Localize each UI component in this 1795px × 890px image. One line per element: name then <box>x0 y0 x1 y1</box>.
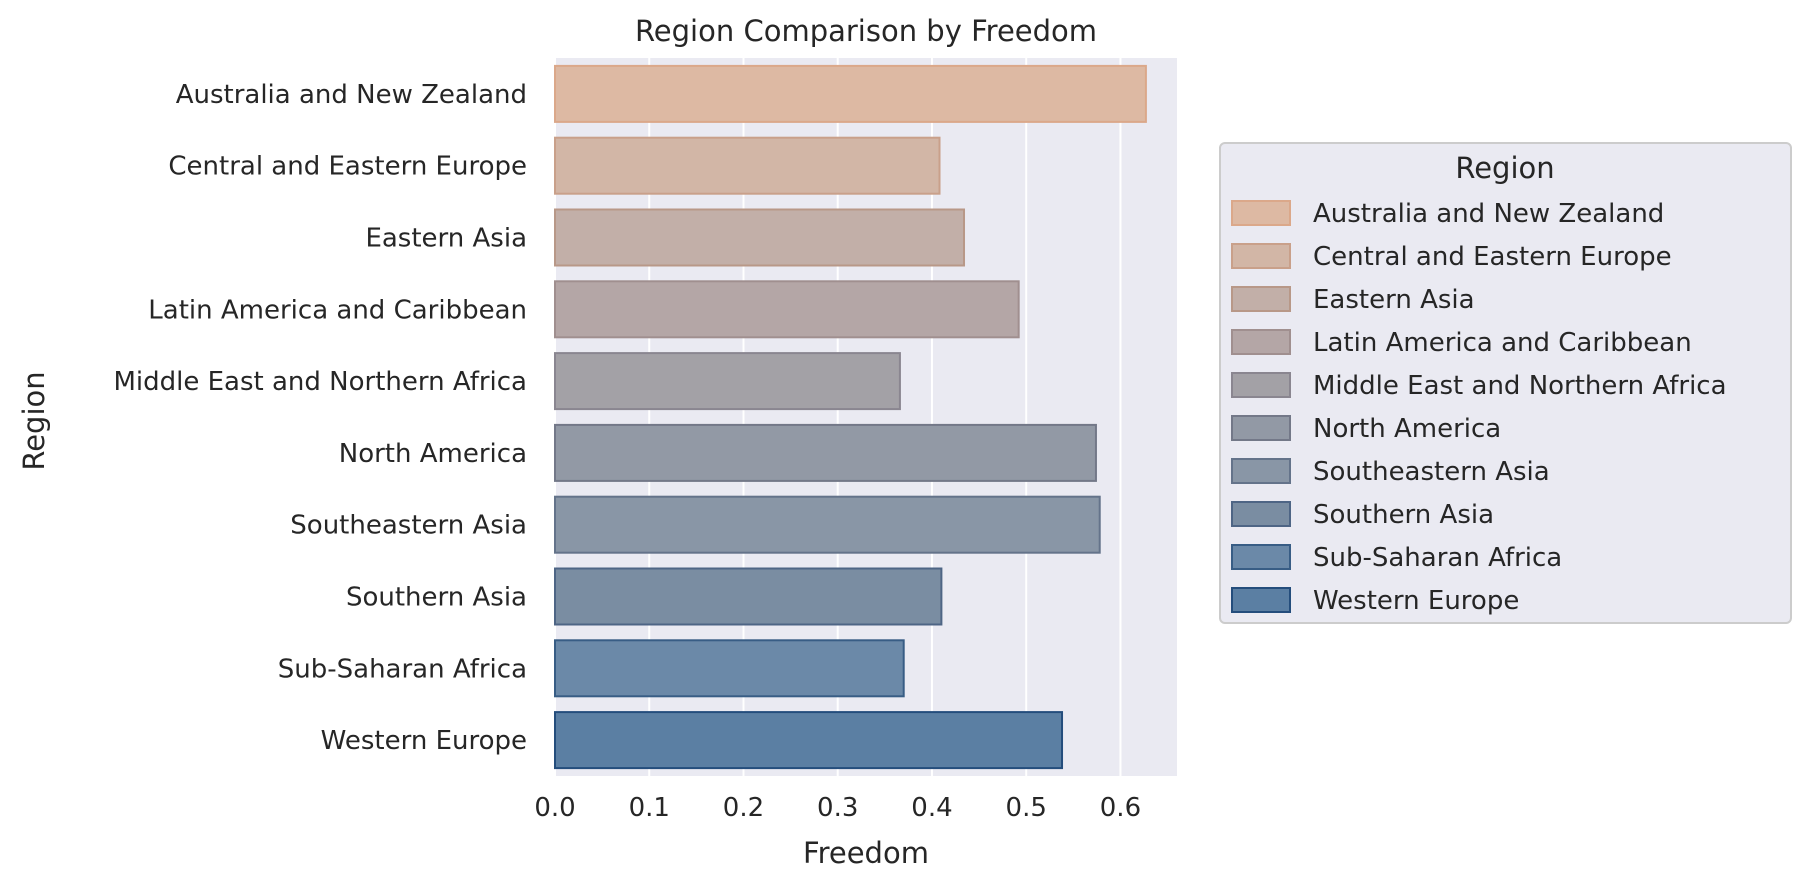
x-tick-label: 0.1 <box>629 793 670 823</box>
x-tick-label: 0.3 <box>817 793 858 823</box>
bar <box>554 136 941 195</box>
legend-swatch <box>1231 286 1291 312</box>
bar <box>554 711 1064 770</box>
legend-swatch <box>1231 372 1291 398</box>
bar <box>554 280 1020 339</box>
legend-items: Australia and New Zealand Central and Eas… <box>1231 199 1727 616</box>
legend-title: Region <box>1455 151 1554 185</box>
legend-label: Middle East and Northern Africa <box>1313 371 1727 401</box>
bar <box>554 64 1147 123</box>
legend-label: Western Europe <box>1313 586 1519 616</box>
legend-label: Latin America and Caribbean <box>1313 328 1692 358</box>
x-tick-label: 0.6 <box>1100 793 1141 823</box>
bar <box>554 495 1101 554</box>
y-category-label: Southeastern Asia <box>290 511 527 541</box>
legend-swatch <box>1231 587 1291 613</box>
legend-label: Southern Asia <box>1313 500 1494 530</box>
bar <box>554 352 901 411</box>
x-tick-labels: 0.0 0.1 0.2 0.3 0.4 0.5 0.6 <box>534 793 1141 823</box>
x-tick-label: 0.4 <box>911 793 952 823</box>
legend: Region Australia and New Zealand Central … <box>1219 142 1792 624</box>
y-category-label: Middle East and Northern Africa <box>113 367 527 397</box>
y-category-label: Latin America and Caribbean <box>148 295 527 325</box>
y-category-label: Australia and New Zealand <box>176 80 527 110</box>
y-category-label: North America <box>339 439 527 469</box>
bar <box>554 208 966 267</box>
legend-label: North America <box>1313 414 1501 444</box>
bar <box>554 639 905 698</box>
legend-label: Southeastern Asia <box>1313 457 1550 487</box>
legend-box <box>1219 142 1792 624</box>
bar <box>554 423 1097 482</box>
legend-swatch <box>1231 415 1291 441</box>
chart-title: Region Comparison by Freedom <box>635 14 1097 48</box>
y-category-label: Western Europe <box>321 726 527 756</box>
x-tick-label: 0.2 <box>723 793 764 823</box>
y-category-label: Sub-Saharan Africa <box>278 654 527 684</box>
legend-label: Australia and New Zealand <box>1313 199 1664 229</box>
legend-swatch <box>1231 200 1291 226</box>
y-category-label: Eastern Asia <box>365 224 527 254</box>
legend-swatch <box>1231 329 1291 355</box>
x-axis-title: Freedom <box>803 836 929 870</box>
legend-label: Eastern Asia <box>1313 285 1475 315</box>
legend-swatch <box>1231 458 1291 484</box>
bar <box>554 567 943 626</box>
legend-swatch <box>1231 544 1291 570</box>
bars <box>554 64 1147 770</box>
legend-swatch <box>1231 243 1291 269</box>
y-category-labels: Australia and New Zealand Central and Eas… <box>113 80 527 756</box>
legend-swatch <box>1231 501 1291 527</box>
legend-label: Sub-Saharan Africa <box>1313 543 1562 573</box>
x-tick-label: 0.0 <box>534 793 575 823</box>
x-tick-label: 0.5 <box>1006 793 1047 823</box>
legend-label: Central and Eastern Europe <box>1313 242 1672 272</box>
y-axis-title: Region <box>17 371 51 470</box>
y-category-label: Central and Eastern Europe <box>168 152 527 182</box>
y-category-label: Southern Asia <box>346 583 527 613</box>
